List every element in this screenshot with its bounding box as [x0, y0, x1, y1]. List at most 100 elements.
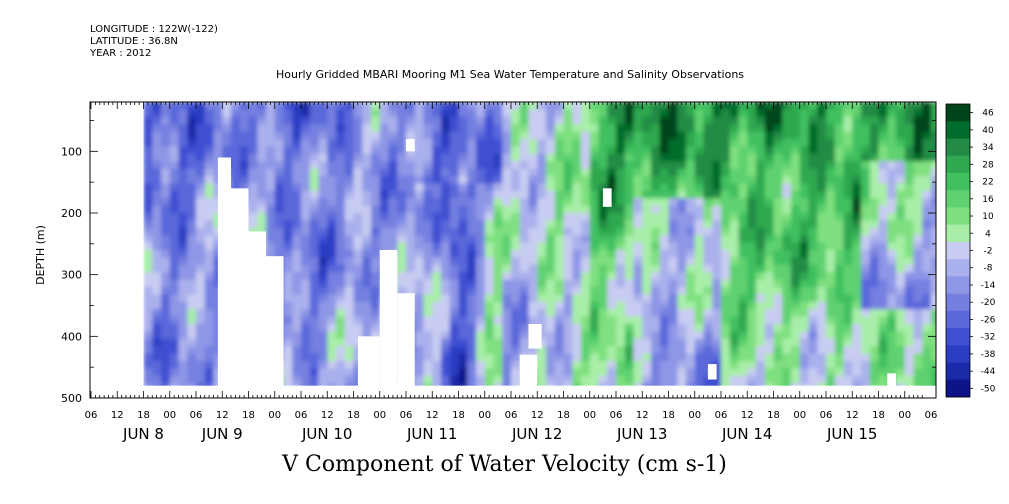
- heatmap-cell: [292, 309, 302, 318]
- colorbar-label: 34: [982, 143, 994, 153]
- heatmap-cell: [554, 190, 565, 199]
- heatmap-cell: [362, 316, 372, 325]
- heatmap-cell: [659, 361, 670, 369]
- heatmap-cell: [318, 124, 328, 133]
- heatmap-cell: [931, 287, 936, 295]
- heatmap-cell: [292, 124, 302, 133]
- heatmap-cell: [344, 235, 355, 244]
- heatmap-cell: [782, 301, 792, 310]
- heatmap-cell: [519, 168, 530, 177]
- heatmap-cell: [283, 205, 293, 214]
- heatmap-cell: [581, 361, 591, 369]
- heatmap-cell: [493, 368, 503, 377]
- heatmap-cell: [283, 102, 293, 110]
- heatmap-cell: [721, 301, 731, 310]
- heatmap-cell: [729, 324, 740, 332]
- heatmap-cell: [791, 361, 801, 369]
- heatmap-cell: [747, 102, 757, 110]
- heatmap-cell: [598, 338, 608, 347]
- heatmap-cell: [756, 116, 766, 125]
- heatmap-cell: [467, 235, 477, 244]
- heatmap-cell: [546, 324, 556, 332]
- heatmap-cell: [834, 124, 845, 133]
- heatmap-cell: [528, 213, 538, 221]
- heatmap-cell: [773, 316, 783, 325]
- heatmap-cell: [904, 124, 915, 133]
- heatmap-cell: [511, 161, 521, 170]
- heatmap-cell: [274, 168, 285, 177]
- heatmap-cell: [204, 242, 215, 251]
- heatmap-cell: [651, 264, 661, 273]
- heatmap-cell: [747, 279, 757, 288]
- heatmap-cell: [729, 301, 740, 310]
- heatmap-cell: [519, 331, 530, 340]
- heatmap-cell: [257, 102, 267, 110]
- heatmap-cell: [476, 264, 486, 273]
- heatmap-cell: [449, 287, 460, 295]
- heatmap-cell: [204, 205, 215, 214]
- heatmap-cell: [581, 139, 591, 147]
- heatmap-cell: [353, 220, 363, 229]
- heatmap-cell: [449, 301, 460, 310]
- heatmap-cell: [878, 361, 888, 369]
- heatmap-cell: [782, 227, 792, 236]
- heatmap-cell: [659, 294, 670, 303]
- heatmap-cell: [467, 116, 477, 125]
- heatmap-cell: [782, 102, 792, 110]
- heatmap-cell: [563, 168, 573, 177]
- colorbar-label: -8: [984, 264, 993, 274]
- heatmap-cell: [747, 161, 757, 170]
- heatmap-cell: [782, 368, 792, 377]
- heatmap-cell: [502, 338, 512, 347]
- heatmap-cell: [791, 109, 801, 118]
- heatmap-cell: [274, 161, 285, 170]
- heatmap-cell: [371, 287, 381, 295]
- heatmap-cell: [878, 287, 888, 295]
- heatmap-cell: [318, 257, 328, 266]
- heatmap-cell: [493, 190, 503, 199]
- heatmap-cell: [633, 102, 643, 110]
- heatmap-cell: [309, 183, 320, 192]
- heatmap-cell: [458, 213, 468, 221]
- heatmap-cell: [379, 139, 390, 147]
- heatmap-cell: [712, 168, 722, 177]
- heatmap-cell: [362, 294, 372, 303]
- heatmap-cell: [659, 368, 670, 377]
- heatmap-cell: [537, 338, 547, 347]
- heatmap-cell: [852, 220, 862, 229]
- x-tick-label: 18: [767, 410, 780, 421]
- heatmap-cell: [458, 353, 468, 362]
- heatmap-cell: [869, 309, 880, 318]
- heatmap-cell: [782, 331, 792, 340]
- heatmap-cell: [642, 183, 652, 192]
- heatmap-cell: [913, 250, 923, 258]
- heatmap-cell: [729, 153, 740, 162]
- heatmap-cell: [913, 272, 923, 281]
- heatmap-cell: [659, 227, 670, 236]
- heatmap-cell: [161, 257, 171, 266]
- heatmap-cell: [773, 146, 783, 155]
- heatmap-cell: [694, 124, 705, 133]
- heatmap-cell: [686, 227, 696, 236]
- heatmap-cell: [187, 257, 197, 266]
- heatmap-cell: [659, 109, 670, 118]
- heatmap-cell: [843, 257, 853, 266]
- heatmap-cell: [362, 190, 372, 199]
- heatmap-cell: [651, 131, 661, 140]
- heatmap-cell: [467, 213, 477, 221]
- heatmap-cell: [502, 279, 512, 288]
- heatmap-cell: [449, 161, 460, 170]
- heatmap-cell: [729, 250, 740, 258]
- heatmap-cell: [834, 368, 845, 377]
- heatmap-cell: [843, 272, 853, 281]
- heatmap-cell: [607, 331, 617, 340]
- heatmap-cell: [274, 139, 285, 147]
- heatmap-cell: [861, 242, 871, 251]
- heatmap-cell: [406, 264, 416, 273]
- heatmap-cell: [852, 102, 862, 110]
- heatmap-cell: [248, 190, 258, 199]
- heatmap-cell: [589, 213, 600, 221]
- heatmap-cell: [659, 146, 670, 155]
- heatmap-cell: [519, 176, 530, 184]
- heatmap-cell: [423, 102, 433, 110]
